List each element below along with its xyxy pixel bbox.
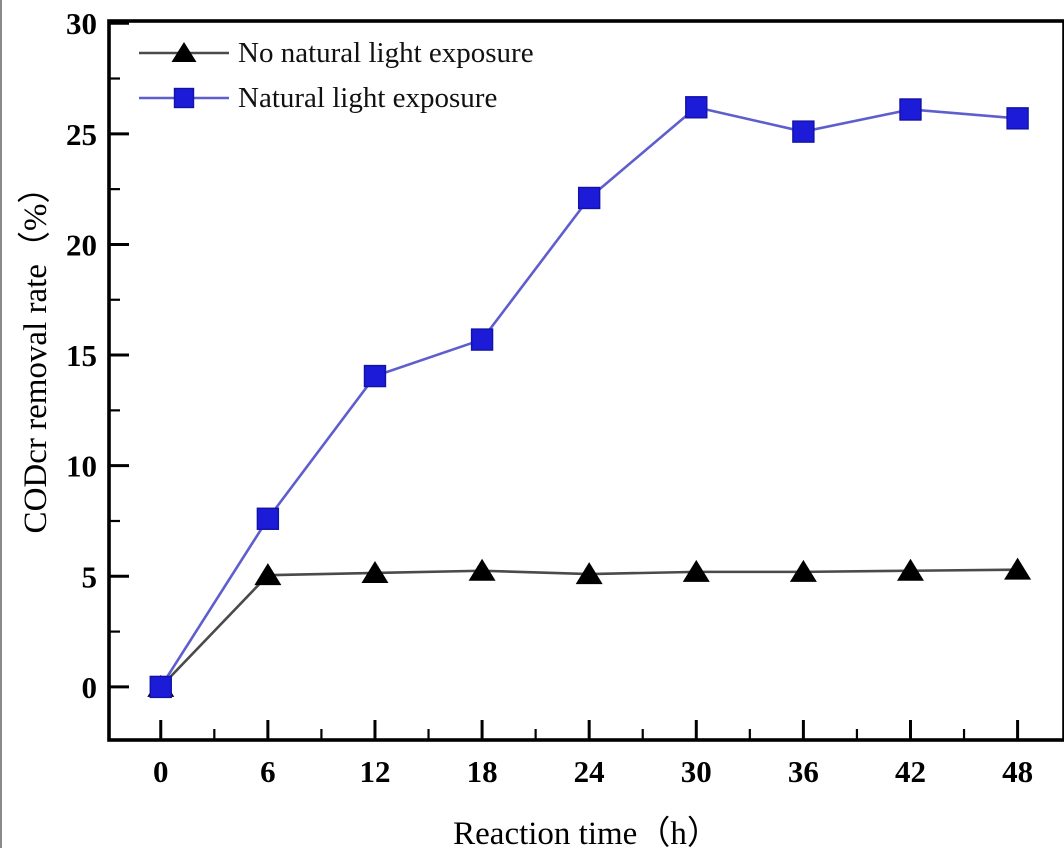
series-natural-light: [149, 96, 1029, 699]
x-tick-label: 24: [574, 754, 605, 789]
legend-label-no-light: No natural light exposure: [238, 37, 534, 69]
y-tick-label: 5: [82, 559, 98, 594]
y-axis-title: CODcr removal rate（%）: [18, 170, 54, 534]
y-tick-label: 15: [66, 338, 97, 373]
legend-item-no-light: No natural light exposure: [139, 38, 534, 68]
x-tick-label: 0: [153, 754, 169, 789]
x-tick-label: 36: [788, 754, 819, 789]
x-tick-label: 30: [681, 754, 712, 789]
square-series-swatch-icon: [139, 87, 229, 109]
y-tick-label: 25: [66, 117, 97, 152]
series-line: [159, 568, 1018, 688]
legend-label-light: Natural light exposure: [238, 82, 498, 114]
x-axis-title: Reaction time（h）: [453, 816, 720, 848]
x-tick-label: 12: [359, 754, 390, 789]
x-tick-label: 42: [895, 754, 926, 789]
y-tick-label: 20: [66, 227, 97, 262]
x-tick-label: 48: [1002, 754, 1033, 789]
legend-item-light: Natural light exposure: [139, 83, 534, 113]
x-tick-label: 18: [467, 754, 498, 789]
y-tick-label: 10: [66, 449, 97, 484]
x-tick-label: 6: [260, 754, 276, 789]
y-tick-label: 30: [66, 6, 97, 41]
series-no-natural-light: [147, 557, 1032, 697]
axis-ticks: 0 6 12 18 24 30 36 42 48 0 5 10 15 20 25 30: [66, 6, 1033, 789]
triangle-series-swatch-icon: [139, 42, 229, 62]
plot-frame: [107, 19, 1064, 742]
legend: No natural light exposure Natural light …: [139, 38, 534, 128]
y-tick-label: 0: [82, 670, 98, 705]
